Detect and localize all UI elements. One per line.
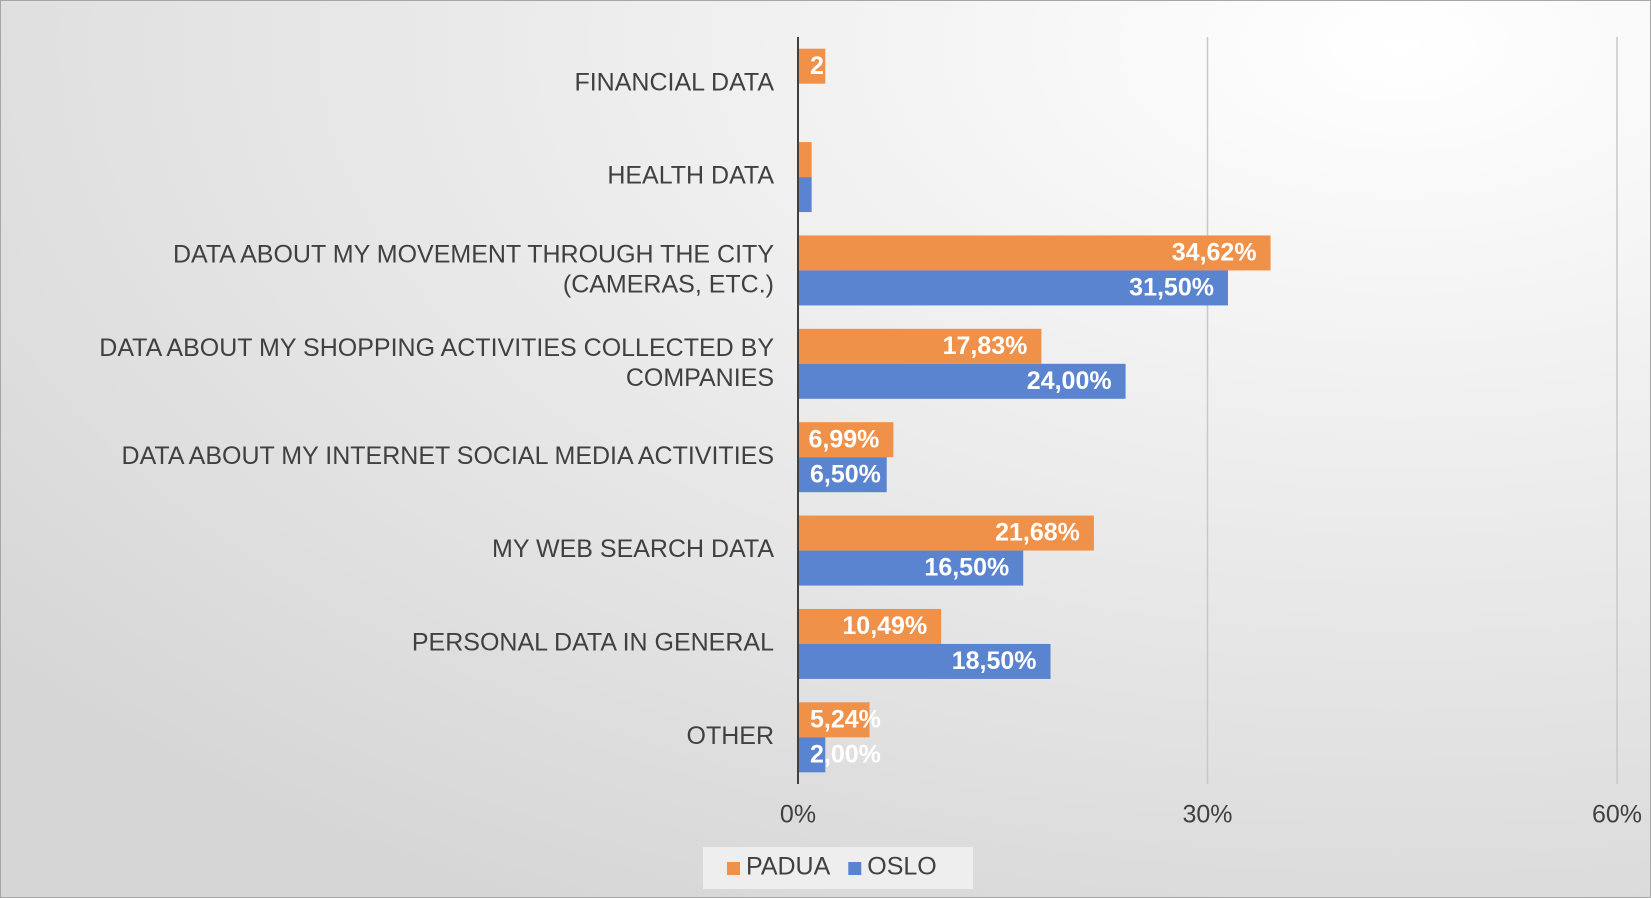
bar [798,737,826,773]
category-label: PERSONAL DATA IN GENERAL [412,629,774,657]
legend: PADUA OSLO [703,847,973,889]
category-label: HEALTH DATA [607,162,774,190]
bar [798,422,894,458]
bar [798,235,1271,271]
legend-swatch [727,862,740,875]
bar [798,328,1042,364]
bar [798,48,826,84]
value-label: 34,62% [1172,239,1257,267]
x-tick-label: 0% [780,801,816,829]
x-tick-label: 60% [1592,801,1642,829]
bar [798,550,1024,586]
bar [798,643,1051,679]
bar [798,608,942,644]
category-label: FINANCIAL DATA [574,68,774,96]
value-label: 31,50% [1129,274,1214,302]
category-label: DATA ABOUT MY INTERNET SOCIAL MEDIA ACTI… [122,442,774,470]
category-label: DATA ABOUT MY MOVEMENT THROUGH THE CITY(… [173,240,774,298]
category-label: OTHER [687,722,775,750]
legend-label: PADUA [746,853,831,881]
value-label: 2,00% [810,740,881,768]
bar [798,702,870,738]
value-label: 18,50% [952,647,1037,675]
category-label: DATA ABOUT MY SHOPPING ACTIVITIES COLLEC… [99,333,774,391]
value-label: 17,83% [943,332,1028,360]
legend-label: OSLO [867,853,936,881]
value-label: 24,00% [1027,367,1112,395]
bar [798,177,812,213]
value-label: 6,99% [809,425,880,453]
value-label: 2 [810,52,824,80]
value-label: 6,50% [810,460,881,488]
value-label: 5,24% [810,705,881,733]
bar [798,515,1094,551]
value-label: 21,68% [995,519,1080,547]
legend-swatch [848,862,862,875]
bar [798,457,887,493]
x-tick-label: 30% [1182,801,1232,829]
category-label: MY WEB SEARCH DATA [492,535,774,563]
bar [798,363,1126,399]
bar [798,270,1228,306]
value-label: 16,50% [924,554,1009,582]
legend-box [703,847,973,889]
bar [798,142,812,178]
value-label: 10,49% [842,612,927,640]
